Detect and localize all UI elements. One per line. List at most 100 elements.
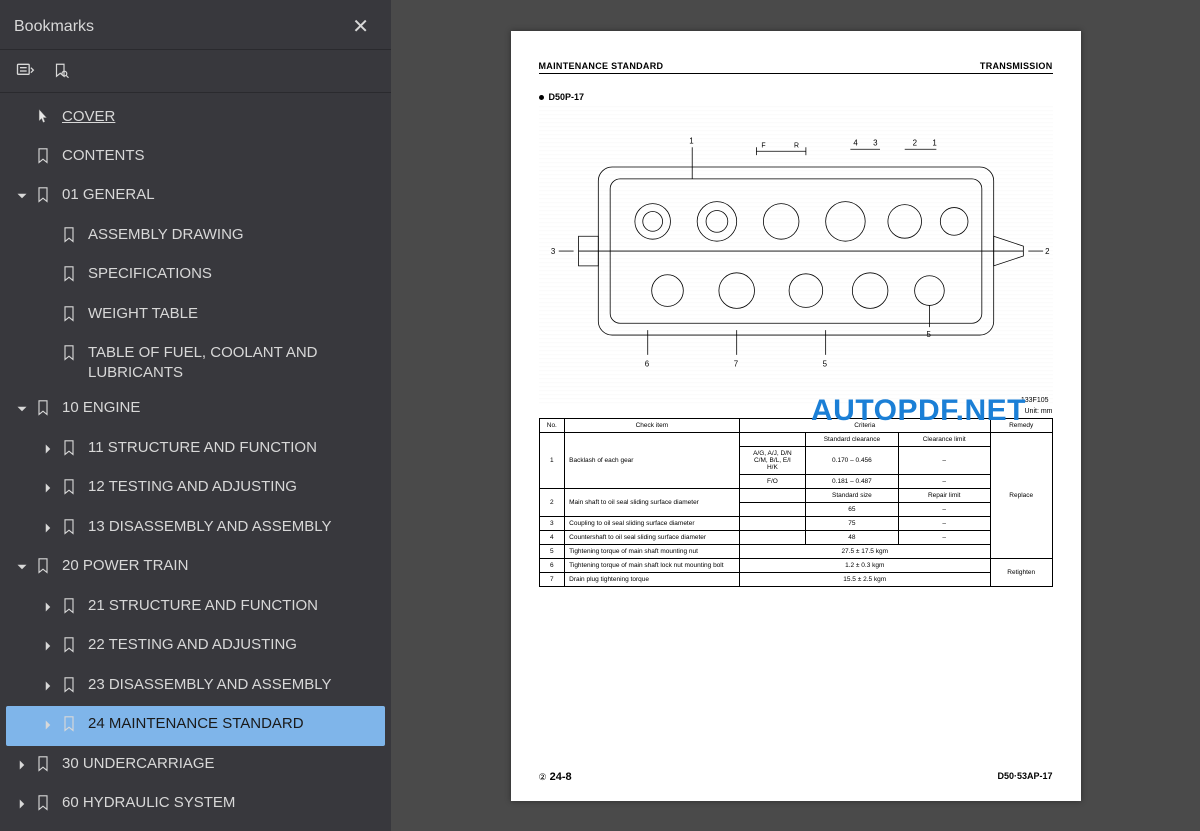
bookmark-item[interactable]: 20 POWER TRAIN (0, 548, 391, 588)
bookmark-item[interactable]: 22 TESTING AND ADJUSTING (0, 627, 391, 667)
bookmark-icon (36, 400, 52, 422)
svg-text:3: 3 (873, 138, 878, 147)
page-header: MAINTENANCE STANDARD TRANSMISSION (539, 61, 1053, 74)
bookmark-icon (62, 716, 78, 738)
bookmark-item[interactable]: 70 WORK EQUIPMENT (0, 825, 391, 831)
bookmark-icon (62, 677, 78, 699)
bookmark-icon (62, 519, 78, 541)
bookmarks-panel: Bookmarks ✕ COVERCONTENTS01 GENERALASSEM… (0, 0, 391, 831)
bookmark-label: 22 TESTING AND ADJUSTING (88, 635, 385, 655)
bookmark-label: WEIGHT TABLE (88, 304, 385, 324)
bookmark-item[interactable]: CONTENTS (0, 138, 391, 178)
bookmark-label: 13 DISASSEMBLY AND ASSEMBLY (88, 517, 385, 537)
model-label: D50P-17 (539, 92, 1053, 102)
chevron-right-icon[interactable] (42, 520, 58, 540)
r3-no: 3 (539, 516, 565, 530)
svg-text:5: 5 (926, 330, 931, 339)
chevron-right-icon[interactable] (42, 441, 58, 461)
col-checkitem: Check item (565, 418, 739, 432)
document-viewport[interactable]: AUTOPDF.NET MAINTENANCE STANDARD TRANSMI… (391, 0, 1200, 831)
bookmark-item[interactable]: SPECIFICATIONS (0, 256, 391, 296)
bookmark-label: 23 DISASSEMBLY AND ASSEMBLY (88, 675, 385, 695)
r6-no: 6 (539, 558, 565, 572)
bookmark-item[interactable]: 60 HYDRAULIC SYSTEM (0, 785, 391, 825)
r7-item: Drain plug tightening torque (565, 572, 739, 586)
bookmark-label: TABLE OF FUEL, COOLANT AND LUBRICANTS (88, 343, 385, 382)
r1-pairs2: F/O (739, 474, 806, 488)
bookmark-item[interactable]: TABLE OF FUEL, COOLANT AND LUBRICANTS (0, 335, 391, 390)
bookmark-item[interactable]: 12 TESTING AND ADJUSTING (0, 469, 391, 509)
svg-text:5: 5 (822, 359, 827, 368)
r1-pairs1: A/G, A/J, D/N C/M, B/L, E/I H/K (739, 446, 806, 474)
bookmark-item[interactable]: 21 STRUCTURE AND FUNCTION (0, 588, 391, 628)
r6-val: 1.2 ± 0.3 kgm (739, 558, 990, 572)
remedy-retighten: Retighten (990, 558, 1052, 586)
sub-clear-limit: Clearance limit (898, 432, 990, 446)
col-no: No. (539, 418, 565, 432)
bookmark-icon (62, 440, 78, 462)
bookmark-item[interactable]: 13 DISASSEMBLY AND ASSEMBLY (0, 509, 391, 549)
header-right: TRANSMISSION (980, 61, 1053, 71)
bookmark-item[interactable]: COVER (0, 99, 391, 138)
svg-text:3: 3 (550, 247, 555, 256)
footer-model: D50·53AP-17 (997, 771, 1052, 783)
chevron-right-icon[interactable] (42, 717, 58, 737)
find-bookmark-icon[interactable] (50, 60, 72, 82)
chevron-right-icon[interactable] (42, 678, 58, 698)
r1-val2: 0.181 – 0.487 (806, 474, 898, 488)
r1-lim1: – (898, 446, 990, 474)
svg-text:1: 1 (689, 136, 693, 145)
chevron-right-icon[interactable] (16, 757, 32, 777)
chevron-right-icon[interactable] (42, 638, 58, 658)
r4-lim: – (898, 530, 990, 544)
r4-val: 48 (806, 530, 898, 544)
r5-no: 5 (539, 544, 565, 558)
outline-options-icon[interactable] (14, 60, 36, 82)
bookmark-icon (36, 558, 52, 580)
bookmark-label: 24 MAINTENANCE STANDARD (88, 714, 379, 734)
r2-lim: – (898, 502, 990, 516)
bookmark-icon (36, 795, 52, 817)
bookmark-label: 12 TESTING AND ADJUSTING (88, 477, 385, 497)
r3-lim: – (898, 516, 990, 530)
bookmark-icon (36, 187, 52, 209)
chevron-right-icon[interactable] (16, 796, 32, 816)
bookmark-item[interactable]: 10 ENGINE (0, 390, 391, 430)
remedy-replace: Replace (990, 432, 1052, 558)
bookmark-label: COVER (62, 107, 385, 127)
close-icon[interactable]: ✕ (344, 10, 377, 43)
bookmark-item[interactable]: 01 GENERAL (0, 177, 391, 217)
bookmark-item[interactable]: ASSEMBLY DRAWING (0, 217, 391, 257)
chevron-right-icon[interactable] (42, 599, 58, 619)
bookmark-item[interactable]: 24 MAINTENANCE STANDARD (6, 706, 385, 746)
bookmark-icon (62, 345, 78, 367)
bookmark-icon (62, 306, 78, 328)
r3-val: 75 (806, 516, 898, 530)
r7-val: 15.5 ± 2.5 kgm (739, 572, 990, 586)
page-number: ②24-8 (539, 771, 572, 783)
bookmark-icon (36, 148, 52, 170)
bookmark-label: 01 GENERAL (62, 185, 385, 205)
r4-no: 4 (539, 530, 565, 544)
bookmark-item[interactable]: WEIGHT TABLE (0, 296, 391, 336)
chevron-down-icon[interactable] (16, 188, 32, 208)
svg-text:2: 2 (912, 138, 916, 147)
r6-item: Tightening torque of main shaft lock nut… (565, 558, 739, 572)
chevron-down-icon[interactable] (16, 559, 32, 579)
bookmark-label: ASSEMBLY DRAWING (88, 225, 385, 245)
sub-std-size: Standard size (806, 488, 898, 502)
bookmark-item[interactable]: 11 STRUCTURE AND FUNCTION (0, 430, 391, 470)
r1-lim2: – (898, 474, 990, 488)
bookmark-item[interactable]: 30 UNDERCARRIAGE (0, 746, 391, 786)
header-left: MAINTENANCE STANDARD (539, 61, 664, 71)
chevron-down-icon[interactable] (16, 401, 32, 421)
r1-item: Backlash of each gear (565, 432, 739, 488)
r1-val1: 0.170 – 0.456 (806, 446, 898, 474)
r2-val: 65 (806, 502, 898, 516)
svg-text:R: R (794, 142, 799, 149)
svg-text:1: 1 (932, 138, 936, 147)
chevron-right-icon[interactable] (42, 480, 58, 500)
bookmark-item[interactable]: 23 DISASSEMBLY AND ASSEMBLY (0, 667, 391, 707)
svg-text:7: 7 (733, 359, 737, 368)
bookmark-label: 21 STRUCTURE AND FUNCTION (88, 596, 385, 616)
